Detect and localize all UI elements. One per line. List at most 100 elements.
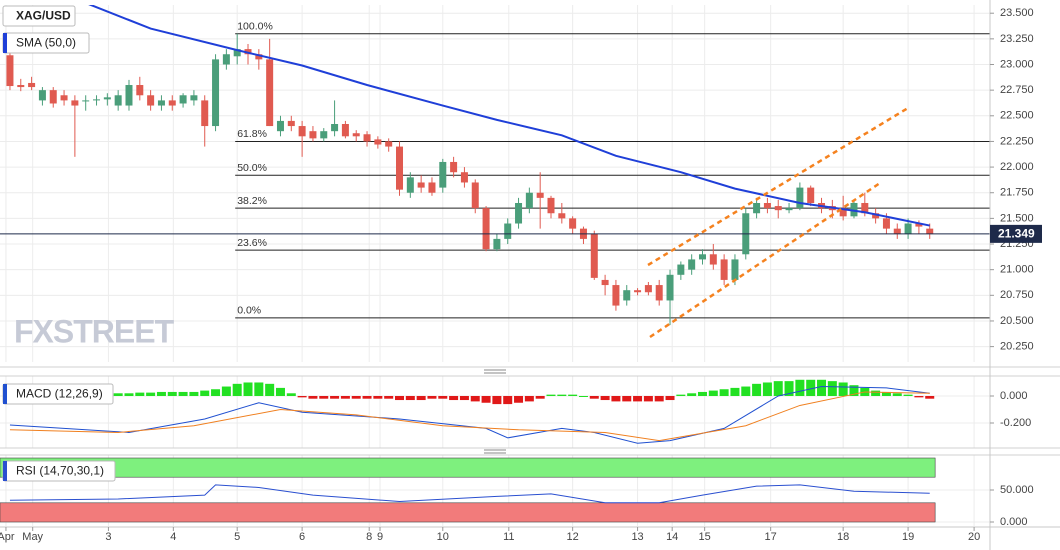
candle-body	[926, 228, 934, 234]
panel-title: MACD (12,26,9)	[16, 387, 103, 401]
histogram-bar	[849, 385, 859, 396]
candle-body	[536, 192, 544, 198]
candle-body	[753, 202, 761, 214]
x-tick-label: 3	[105, 531, 111, 543]
candle-body	[774, 206, 782, 211]
candle-body	[785, 208, 793, 211]
candle-body	[352, 133, 360, 137]
candle-body	[915, 223, 923, 227]
y-tick-label: 23.250	[1000, 33, 1034, 45]
channel-line	[649, 181, 881, 339]
histogram-bar	[297, 395, 307, 398]
candle-body	[266, 59, 274, 127]
histogram-bar	[784, 381, 794, 396]
x-tick-label: 12	[567, 531, 579, 543]
candle-body	[590, 233, 598, 278]
candle-body	[558, 213, 566, 219]
histogram-bar	[654, 395, 664, 402]
histogram-bar	[503, 395, 513, 405]
y-tick-label: -0.200	[1000, 417, 1031, 429]
x-tick-label: 15	[699, 531, 711, 543]
candle-body	[807, 187, 815, 203]
rsi-line	[9, 484, 930, 504]
last-price-label: 21.349	[998, 227, 1035, 241]
histogram-bar	[470, 395, 480, 402]
panel	[0, 457, 936, 523]
band	[0, 502, 936, 523]
histogram-bar	[633, 395, 643, 402]
histogram-bar	[795, 379, 805, 396]
candle-body	[363, 134, 371, 142]
histogram-bar	[449, 395, 459, 401]
histogram-bar	[384, 395, 394, 399]
candle-body	[103, 97, 111, 100]
histogram-bar	[622, 395, 632, 402]
histogram-bar	[524, 395, 534, 402]
candle-body	[850, 202, 858, 217]
x-tick-label: 11	[503, 531, 514, 543]
x-tick-label: Apr	[0, 531, 15, 543]
candle-body	[222, 54, 230, 65]
y-tick-label: 21.500	[1000, 212, 1034, 224]
sma-line	[88, 5, 930, 227]
legend-swatch	[3, 461, 7, 481]
indicator-line	[9, 391, 930, 442]
candle-body	[38, 90, 46, 101]
histogram-bar	[373, 395, 383, 399]
x-tick-label: 4	[170, 531, 176, 543]
histogram-bar	[643, 395, 653, 402]
histogram-bar	[838, 382, 848, 396]
candle-body	[385, 141, 393, 147]
candle-body	[666, 274, 674, 301]
histogram-bar	[881, 391, 891, 396]
legend-swatch	[3, 384, 7, 404]
histogram-bar	[535, 395, 545, 399]
candle-body	[525, 192, 533, 209]
histogram-bar	[330, 395, 340, 399]
candle-body	[796, 187, 804, 209]
candle-body	[331, 124, 339, 132]
histogram-bar	[676, 394, 686, 396]
x-tick-label: 8	[366, 531, 372, 543]
histogram-bar	[156, 391, 166, 396]
band	[0, 457, 936, 478]
candle-body	[882, 218, 890, 229]
histogram-bar	[762, 382, 772, 396]
candle-body	[547, 197, 555, 214]
candle-body	[49, 90, 57, 104]
candle-body	[569, 218, 577, 229]
candle-body	[406, 177, 414, 193]
candle-body	[720, 259, 728, 280]
histogram-bar	[146, 392, 156, 396]
histogram-bar	[514, 395, 524, 403]
y-tick-label: 20.750	[1000, 289, 1034, 301]
histogram-bar	[243, 382, 253, 396]
candle-body	[190, 95, 198, 101]
symbol-tag[interactable]	[2, 5, 76, 27]
histogram-bar	[167, 391, 177, 396]
histogram-bar	[200, 390, 210, 396]
candle-body	[374, 139, 382, 145]
histogram-bar	[827, 381, 837, 396]
histogram-bar	[806, 379, 816, 396]
x-tick-label: 9	[377, 531, 383, 543]
candle-body	[677, 264, 685, 275]
candle-body	[125, 85, 133, 106]
candle-body	[276, 120, 284, 132]
candle-body	[298, 126, 306, 137]
x-tick-label: 19	[902, 531, 914, 543]
histogram-bar	[438, 395, 448, 399]
candle-body	[450, 161, 458, 173]
candle-body	[201, 100, 209, 127]
histogram-bar	[221, 386, 231, 396]
candle-body	[114, 95, 122, 106]
y-tick-label: 20.500	[1000, 315, 1034, 327]
histogram-bar	[914, 395, 924, 398]
candle-body	[93, 99, 101, 101]
y-tick-label: 21.000	[1000, 264, 1034, 276]
panel	[0, 5, 990, 326]
candle-body	[471, 182, 479, 209]
histogram-bar	[600, 395, 610, 401]
histogram-bar	[871, 390, 881, 396]
